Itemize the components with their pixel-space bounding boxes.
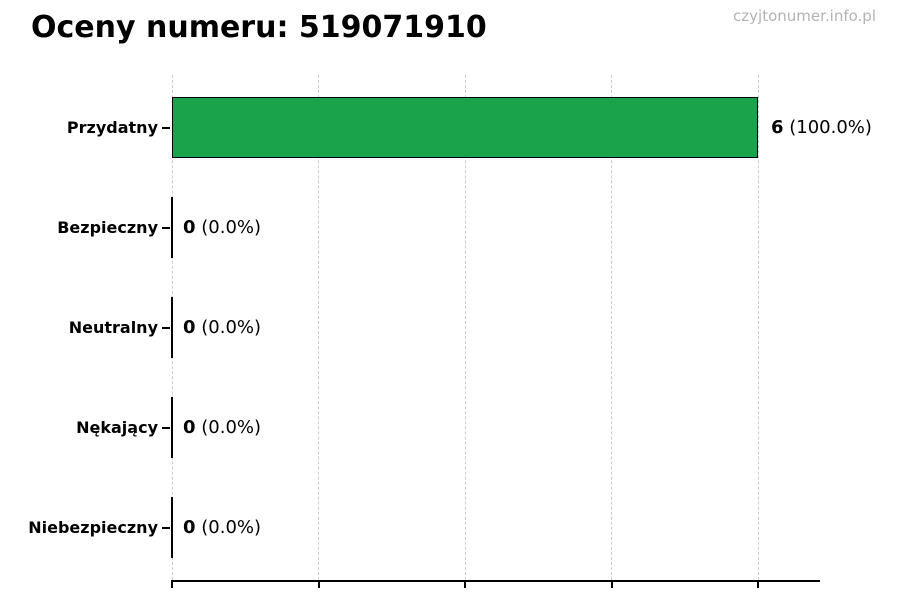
value-percent: (0.0%) [195, 416, 262, 438]
category-label: Bezpieczny [57, 217, 158, 237]
x-tick [464, 580, 466, 588]
value-label: 0 (0.0%) [183, 216, 261, 240]
gridline [611, 75, 612, 580]
gridline [318, 75, 319, 580]
zero-value-bar [171, 497, 173, 558]
value-percent: (0.0%) [195, 316, 262, 338]
x-tick [610, 580, 613, 588]
value-percent: (100.0%) [783, 116, 872, 138]
x-axis-line [171, 580, 820, 582]
category-label: Neutralny [68, 317, 158, 337]
y-tick [162, 126, 170, 129]
x-tick [171, 580, 173, 588]
value-percent: (0.0%) [195, 516, 262, 538]
zero-value-bar [171, 297, 173, 358]
y-tick [162, 426, 170, 429]
value-count: 0 [183, 316, 196, 338]
y-tick [162, 526, 170, 529]
category-label: Niebezpieczny [28, 517, 158, 537]
y-tick [162, 326, 170, 329]
value-count: 6 [771, 116, 784, 138]
gridline [757, 75, 759, 580]
value-label: 0 (0.0%) [183, 516, 261, 540]
bar [172, 97, 758, 158]
zero-value-bar [171, 397, 173, 458]
value-percent: (0.0%) [195, 216, 262, 238]
x-tick [757, 580, 759, 588]
value-count: 0 [183, 416, 196, 438]
value-count: 0 [183, 516, 196, 538]
value-label: 0 (0.0%) [183, 316, 261, 340]
zero-value-bar [171, 197, 173, 258]
category-label: Przydatny [66, 117, 158, 137]
y-tick [162, 226, 170, 229]
x-tick [317, 580, 320, 588]
chart-title: Oceny numeru: 519071910 [31, 10, 487, 45]
value-count: 0 [183, 216, 196, 238]
category-label: Nękający [76, 417, 158, 437]
value-label: 0 (0.0%) [183, 416, 261, 440]
gridline [464, 75, 466, 580]
watermark-text: czyjtonumer.info.pl [733, 7, 876, 25]
value-label: 6 (100.0%) [771, 116, 872, 140]
